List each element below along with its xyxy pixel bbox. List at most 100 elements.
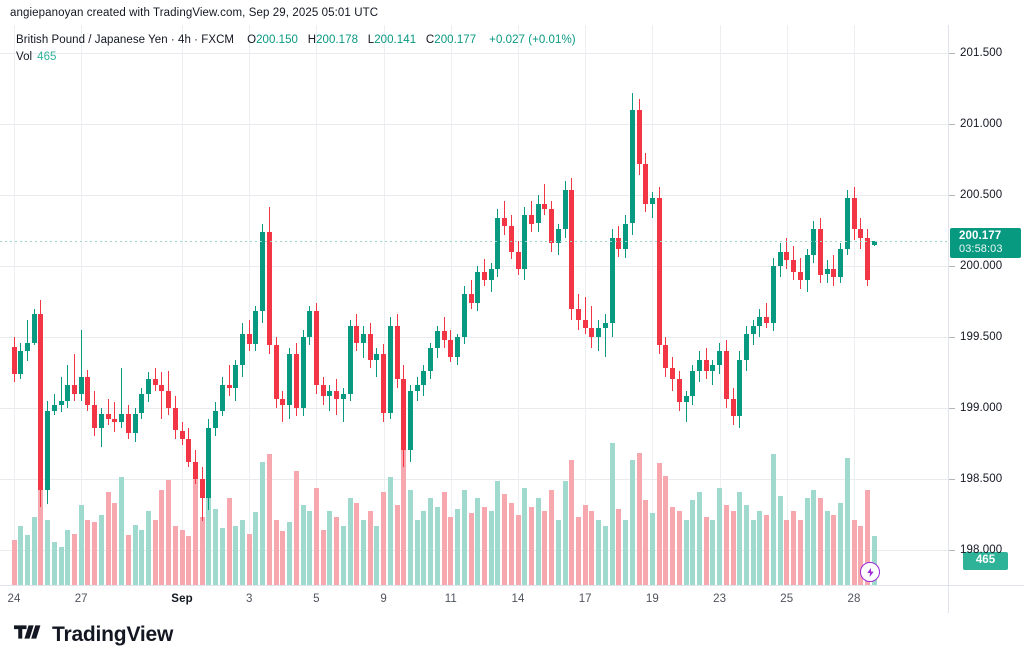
price-axis-tick: 198.000 <box>960 543 1003 556</box>
volume-bar <box>744 504 749 585</box>
volume-bar <box>408 489 413 585</box>
candle-body <box>213 410 219 428</box>
candle-body <box>199 478 205 499</box>
volume-bar <box>293 470 299 585</box>
price-axis-tickmark <box>949 266 955 267</box>
volume-bar <box>717 487 723 585</box>
volume-bar <box>555 519 561 585</box>
volume-bar <box>354 502 360 585</box>
candle-body <box>636 110 642 164</box>
gridline-vertical <box>787 25 788 585</box>
gridline-horizontal <box>0 124 948 126</box>
volume-bar <box>811 489 817 585</box>
candle-body <box>871 240 877 245</box>
volume-bar <box>434 506 440 585</box>
candle-body <box>105 413 111 420</box>
volume-bar <box>448 517 454 585</box>
candle-body <box>522 215 528 269</box>
volume-bar <box>737 492 743 585</box>
candle-body <box>811 229 817 255</box>
candle-body <box>360 334 366 343</box>
volume-bar <box>461 489 467 585</box>
candle-wick <box>26 319 28 361</box>
time-axis[interactable]: 24 27 Sep 3 5 9 11 14 17 19 23 25 28 <box>0 585 948 613</box>
candle-body <box>670 368 676 380</box>
gridline-vertical <box>652 25 653 585</box>
volume-bar <box>421 511 427 585</box>
legend-open-value: 200.150 <box>256 34 298 46</box>
volume-bar <box>105 492 111 585</box>
volume-bar <box>481 506 487 585</box>
volume-bar <box>374 525 380 585</box>
legend-low-label: L <box>367 34 375 46</box>
volume-bar <box>192 472 198 585</box>
candle-body <box>112 419 118 422</box>
legend-open-label: O <box>247 34 257 46</box>
volume-bar <box>623 519 628 585</box>
chart-plot-area[interactable] <box>0 25 948 585</box>
volume-bar <box>549 489 555 585</box>
last-price-line <box>0 240 948 242</box>
volume-bar <box>139 530 145 585</box>
candle-wick <box>712 359 714 386</box>
candle-body <box>710 365 716 371</box>
candle-body <box>817 229 823 275</box>
candle-wick <box>53 393 55 415</box>
volume-bar <box>602 525 608 585</box>
candle-body <box>374 353 380 360</box>
candle-body <box>381 353 387 414</box>
candle-body <box>219 385 225 411</box>
candle-wick <box>282 390 284 422</box>
volume-bar <box>340 525 346 585</box>
candle-body <box>576 308 581 320</box>
volume-bar <box>750 519 756 585</box>
volume-bar <box>394 504 400 585</box>
gridline-horizontal <box>0 549 948 551</box>
candle-body <box>528 215 534 224</box>
price-axis[interactable]: 200.177 03:58:03 465 201.500 201.000 200.5… <box>948 25 1024 585</box>
legend-close-value: 200.177 <box>434 34 477 46</box>
candle-body <box>85 376 91 405</box>
candle-body <box>327 390 333 397</box>
candle-body <box>387 325 393 414</box>
lightning-bolt-icon[interactable] <box>860 562 881 582</box>
price-axis-tickmark <box>949 336 955 338</box>
volume-bar <box>246 534 252 585</box>
volume-bar <box>166 480 172 585</box>
candle-wick <box>80 329 82 401</box>
candle-body <box>569 189 575 309</box>
candle-body <box>643 163 649 204</box>
candle-body <box>273 345 279 400</box>
candle-body <box>515 251 521 269</box>
volume-series <box>0 25 948 585</box>
candle-body <box>549 209 555 244</box>
candle-body <box>791 260 796 272</box>
legend-symbol[interactable]: British Pound / Japanese Yen · 4h · FXCM <box>16 34 235 46</box>
volume-bar <box>670 506 676 585</box>
volume-bar <box>609 443 615 585</box>
candle-body <box>864 237 870 281</box>
volume-bar <box>522 487 528 585</box>
candle-body <box>475 271 481 303</box>
candle-wick <box>121 368 122 428</box>
candle-body <box>649 198 655 204</box>
attribution-text: angiepanoyan created with TradingView.co… <box>10 7 379 19</box>
candle-body <box>434 331 440 349</box>
volume-bar <box>455 508 460 585</box>
time-axis-tick: 24 <box>7 593 21 605</box>
candle-wick <box>470 280 472 309</box>
candle-body <box>481 271 487 281</box>
volume-bar <box>72 534 77 585</box>
volume-bar <box>233 525 239 585</box>
volume-bar <box>334 517 340 585</box>
volume-bar <box>92 521 98 585</box>
candle-wick <box>651 192 653 218</box>
candle-body <box>233 365 239 388</box>
candle-body <box>51 404 57 411</box>
price-axis-tickmark <box>949 124 955 126</box>
candle-body <box>448 339 454 357</box>
legend-volume-row: Vol 465 <box>16 50 576 65</box>
volume-bar <box>347 498 353 585</box>
volume-bar <box>31 517 37 585</box>
volume-bar <box>838 502 844 585</box>
